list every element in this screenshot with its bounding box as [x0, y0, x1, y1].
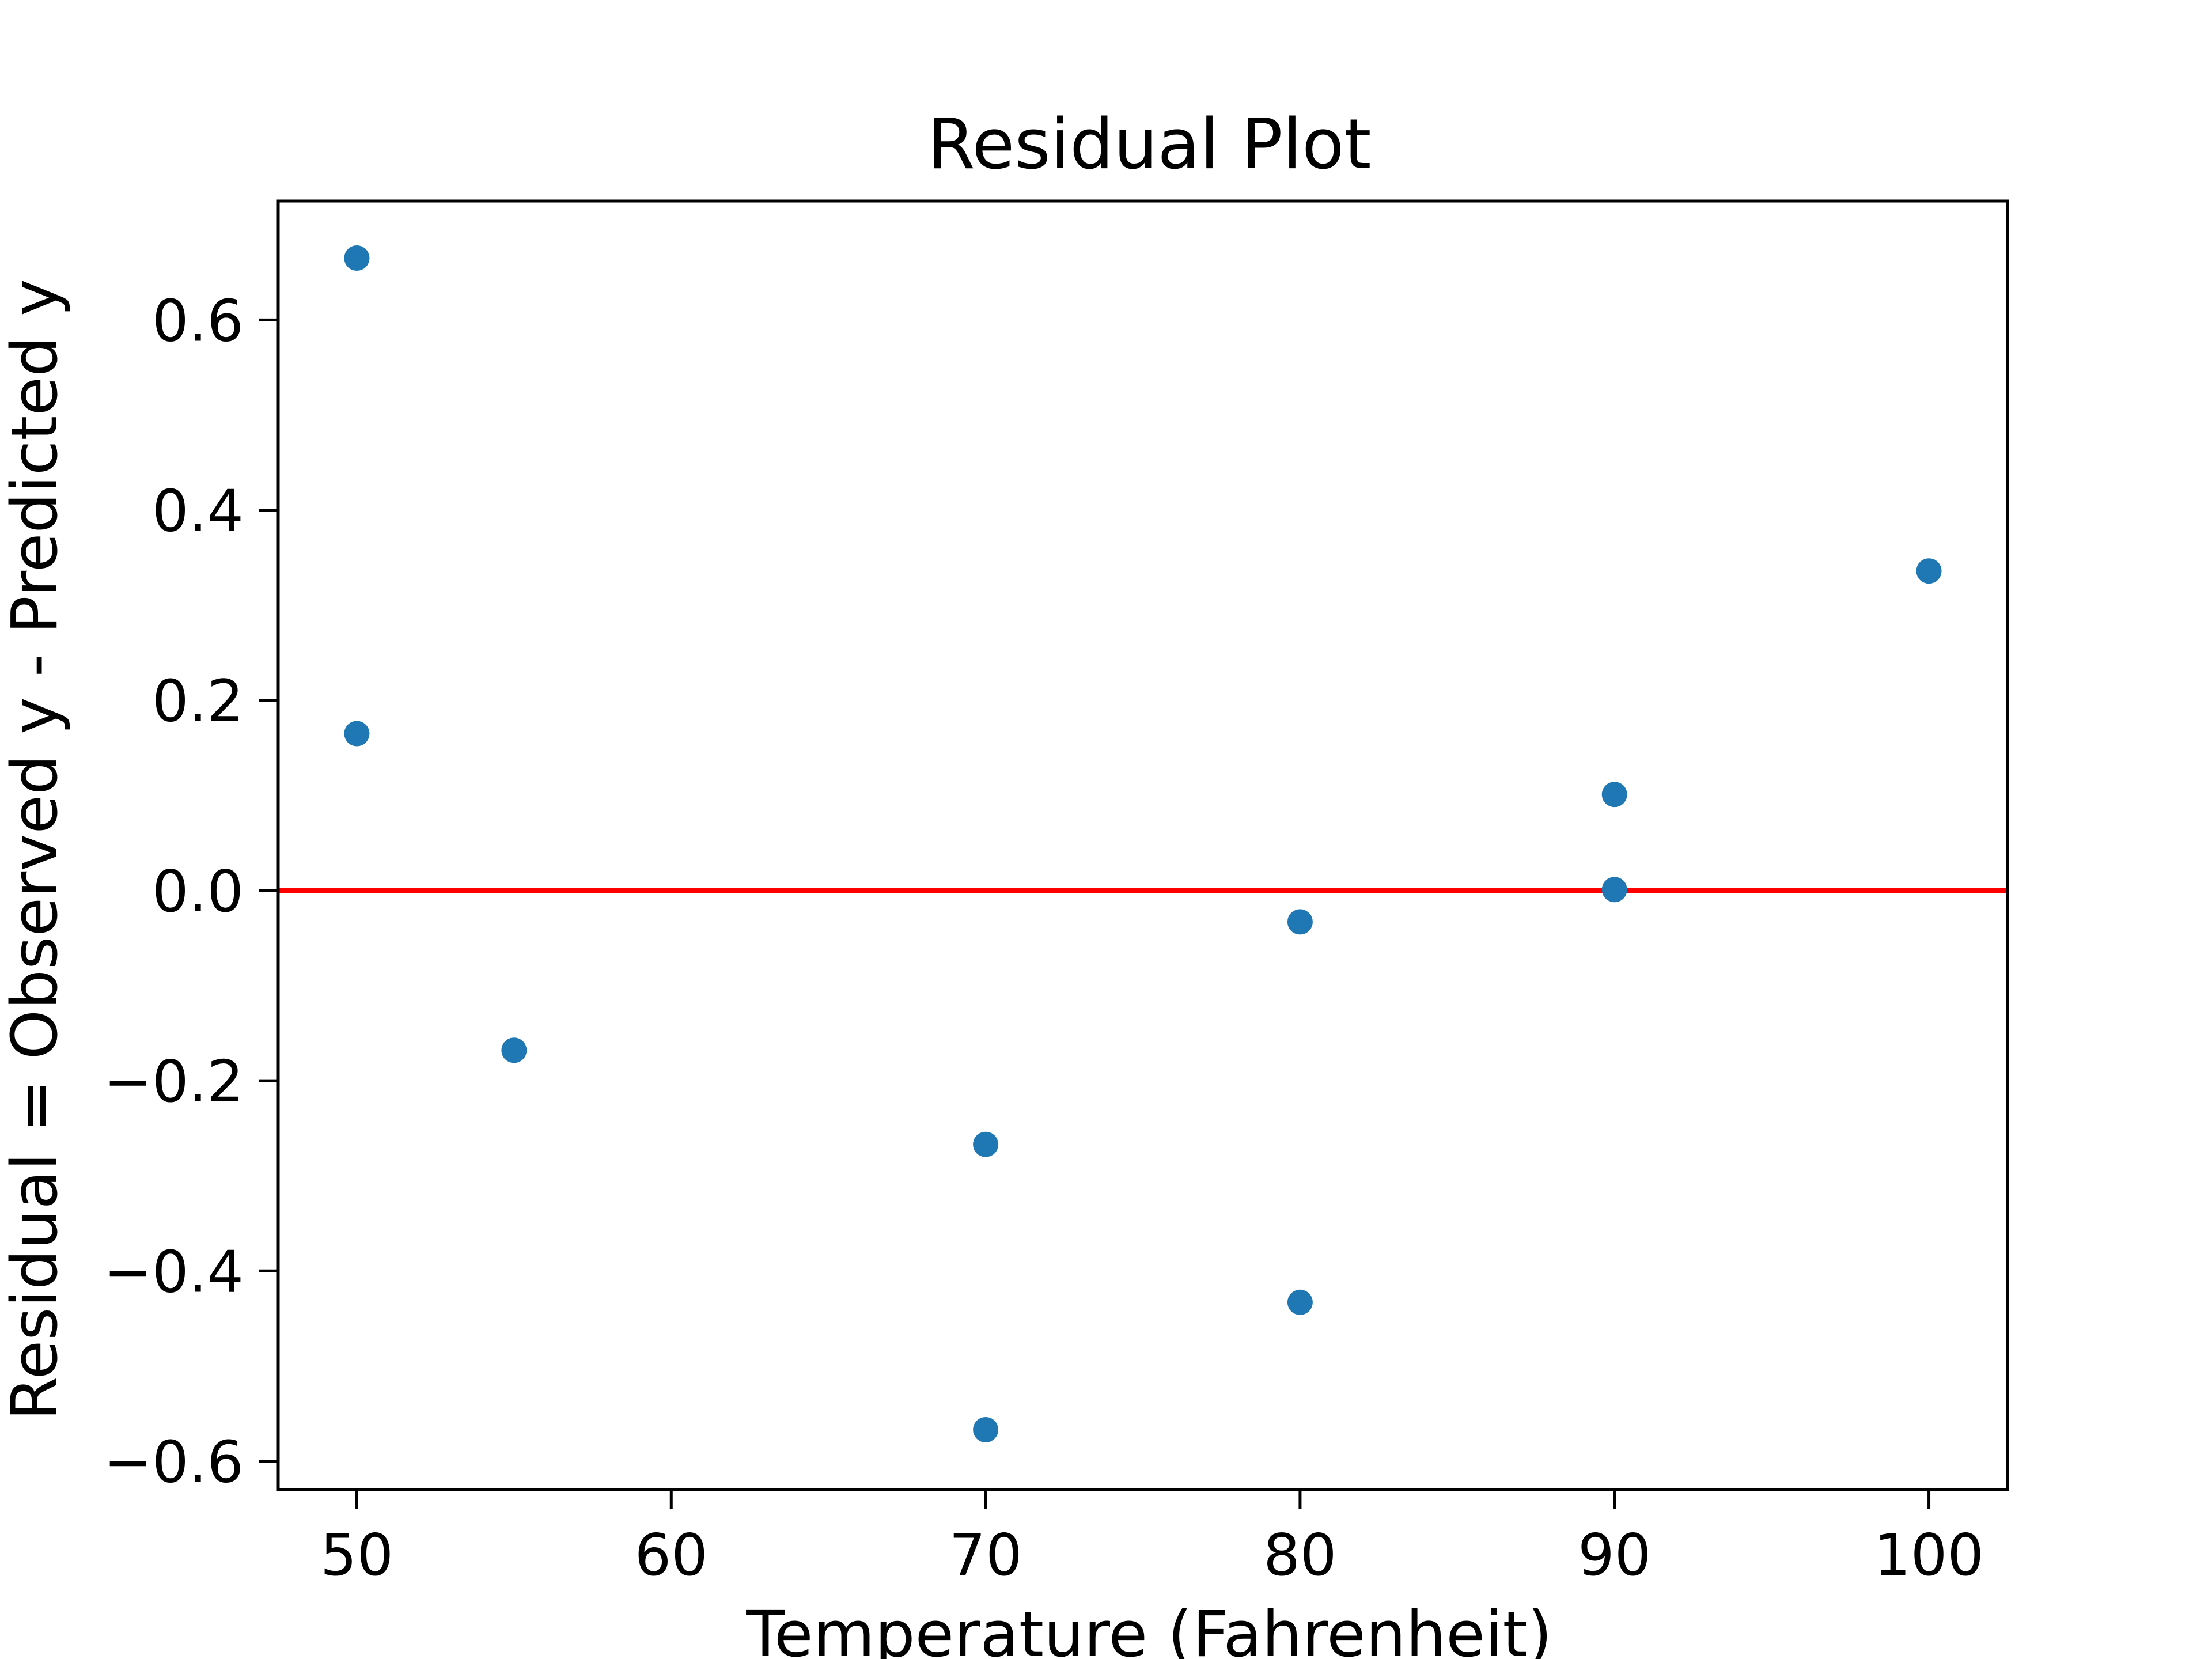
y-tick-label: −0.4 — [104, 1238, 244, 1305]
y-axis-label: Residual = Observed y - Predicted y — [0, 279, 71, 1421]
residual-point — [1287, 909, 1313, 935]
x-tick-label: 90 — [1578, 1521, 1651, 1589]
y-tick-label: 0.0 — [152, 858, 244, 925]
x-tick-label: 50 — [320, 1521, 393, 1589]
residual-point — [973, 1416, 999, 1442]
x-axis-label: Temperature (Fahrenheit) — [745, 1597, 1552, 1659]
x-tick-label: 80 — [1263, 1521, 1336, 1589]
y-axis-ticks: 0.6 0.4 0.2 0.0 −0.2 −0.4 −0.6 — [104, 287, 278, 1495]
residual-point — [973, 1131, 999, 1157]
residual-point — [1601, 877, 1627, 903]
x-tick-label: 70 — [949, 1521, 1022, 1589]
x-tick-label: 100 — [1874, 1521, 1984, 1589]
y-tick-label: −0.6 — [104, 1428, 244, 1495]
residual-point — [1916, 558, 1942, 584]
chart-title: Residual Plot — [927, 105, 1371, 185]
y-tick-label: 0.6 — [152, 287, 244, 354]
residual-point — [344, 721, 370, 747]
residual-point — [1601, 782, 1627, 808]
axes-frame — [276, 199, 2009, 1491]
y-tick-label: −0.2 — [104, 1048, 244, 1115]
plot-area — [276, 199, 2009, 1491]
residual-point — [1287, 1289, 1313, 1315]
residual-point — [344, 245, 370, 271]
x-tick-label: 60 — [635, 1521, 708, 1589]
residual-point — [501, 1037, 527, 1063]
y-tick-label: 0.2 — [152, 668, 244, 735]
x-axis-ticks: 50 60 70 80 90 100 — [320, 1490, 1984, 1589]
y-tick-label: 0.4 — [152, 478, 244, 545]
